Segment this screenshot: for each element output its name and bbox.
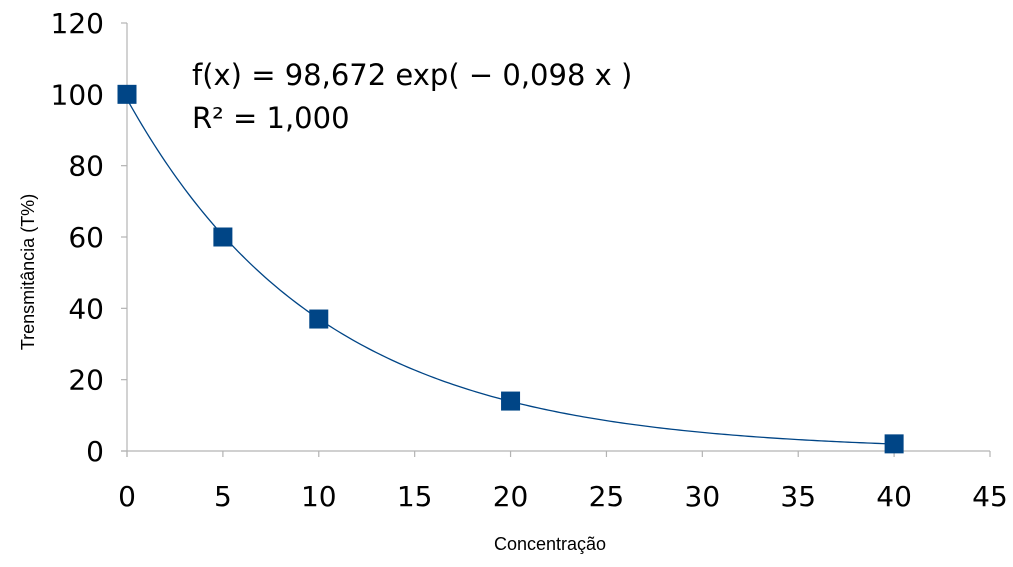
data-points (117, 84, 904, 454)
y-tick-label: 120 (51, 7, 104, 40)
data-point (213, 227, 233, 247)
x-tick-label: 45 (972, 480, 1008, 513)
y-tick-label: 80 (68, 150, 104, 183)
data-point (884, 434, 904, 454)
r-squared-label: R² = 1,000 (192, 101, 350, 135)
y-tick-label: 0 (86, 435, 104, 468)
x-tick-label: 20 (493, 480, 529, 513)
y-tick-label: 40 (68, 292, 104, 325)
x-tick-label: 35 (780, 480, 816, 513)
x-tick-label: 0 (118, 480, 136, 513)
data-point (117, 84, 137, 104)
y-tick-label: 100 (51, 78, 104, 111)
axes: 0 5 10 15 20 25 30 35 40 45 0 20 40 60 80 100 120 (51, 7, 1008, 513)
data-point (309, 309, 329, 329)
y-axis-title: Trensmitância (T%) (18, 194, 38, 350)
x-axis-title: Concentração (494, 534, 606, 554)
data-point (501, 391, 521, 411)
y-tick-label: 60 (68, 221, 104, 254)
x-tick-label: 15 (397, 480, 433, 513)
x-tick-label: 25 (589, 480, 625, 513)
y-tick-label: 20 (68, 364, 104, 397)
trendline-equation: f(x) = 98,672 exp( − 0,098 x ) (192, 58, 632, 92)
x-tick-label: 40 (876, 480, 912, 513)
x-tick-label: 10 (301, 480, 337, 513)
x-tick-label: 5 (214, 480, 232, 513)
x-tick-label: 30 (685, 480, 721, 513)
